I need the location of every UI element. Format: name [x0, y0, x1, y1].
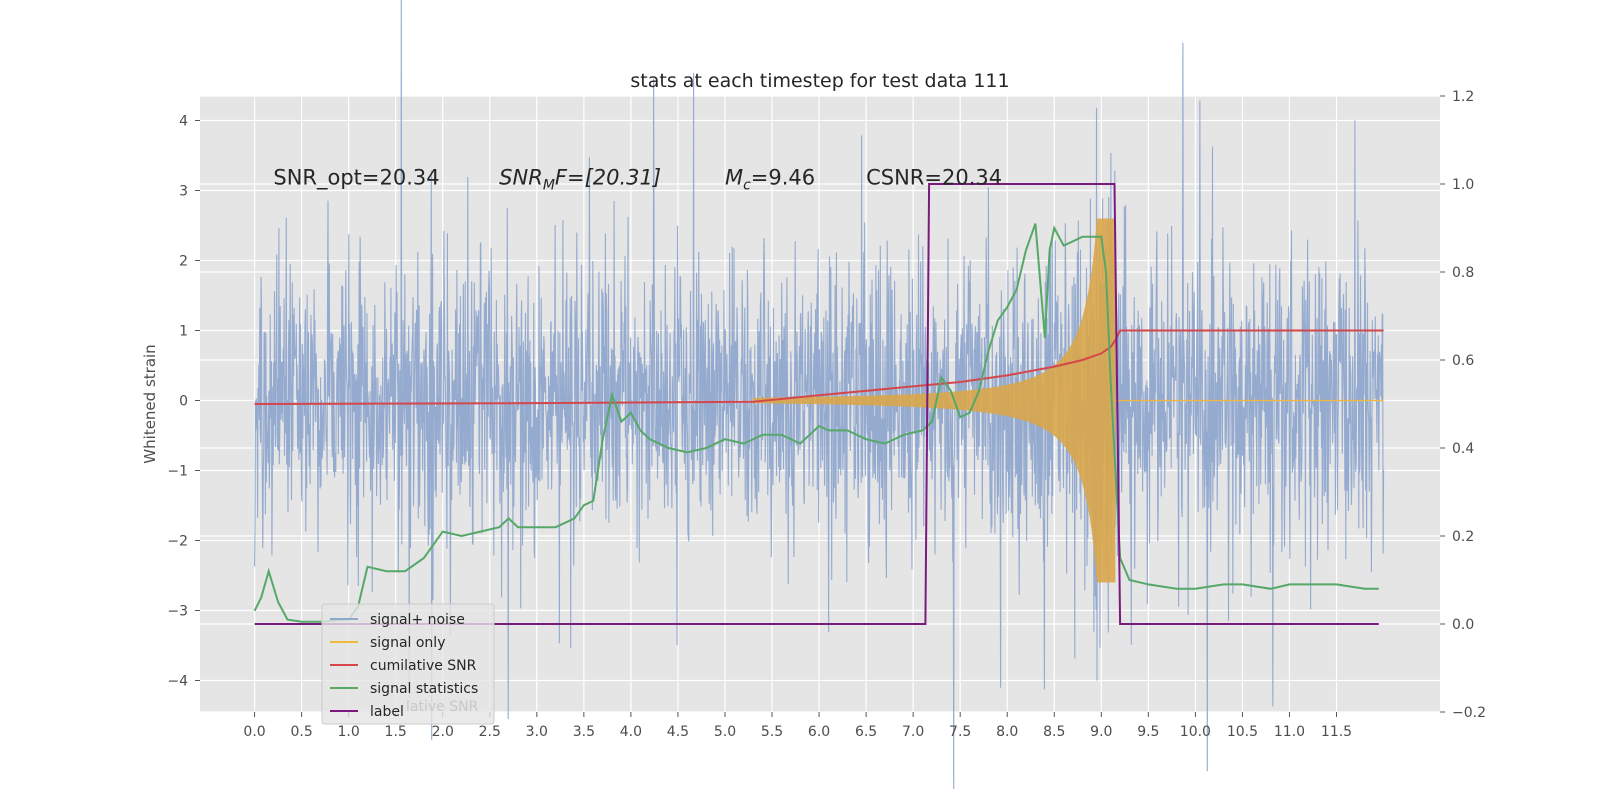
legend-label: label [370, 704, 404, 720]
annotation-snr-mf-tail: F=[20.31] [555, 166, 661, 190]
x-tick-label: 11.5 [1321, 724, 1352, 740]
annotation-mc-tail: =9.46 [751, 166, 815, 190]
y2-tick-label: 0.8 [1452, 265, 1474, 281]
x-tick-label: 2.0 [432, 724, 454, 740]
x-tick-label: 7.5 [949, 724, 971, 740]
series-layer [253, 0, 1385, 790]
y-tick-label: 2 [179, 254, 188, 270]
x-tick-label: 5.0 [714, 724, 736, 740]
series-label [254, 183, 1379, 625]
x-tick-label: 9.0 [1090, 724, 1112, 740]
x-tick-label: 11.0 [1274, 724, 1305, 740]
annotation-snr-opt: SNR_opt=20.34 [273, 166, 439, 191]
grid [200, 95, 1440, 713]
x-tick-label: 10.0 [1180, 724, 1211, 740]
x-tick-label: 2.5 [479, 724, 501, 740]
annotation-mc: Mc=9.46 [725, 166, 815, 194]
axes-layer: 0.0 0.5 1.0 1.5 2.0 2.5 3.0 3.5 4.0 4.5 5.0 5.5 6.0 6… [167, 89, 1486, 740]
x-tick-label: 7.0 [902, 724, 924, 740]
legend-label: signal statistics [370, 681, 478, 697]
y2-tick-label: 0.4 [1452, 441, 1474, 457]
x-tick-label: 0.5 [290, 724, 312, 740]
x-tick-label: 8.0 [996, 724, 1018, 740]
legend-entries: signal+ noise signal only cumilative SNR si… [330, 612, 478, 720]
x-tick-label: 6.5 [855, 724, 877, 740]
y2-tick-label: 0.6 [1452, 353, 1474, 369]
annotation-mc-main: M [725, 166, 743, 190]
x-tick-label: 3.5 [573, 724, 595, 740]
series-cumilative-snr [254, 329, 1384, 405]
x-tick-label: 6.0 [808, 724, 830, 740]
x-tick-label: 8.5 [1043, 724, 1065, 740]
y-tick-label: −3 [167, 604, 188, 620]
series-signal-statistics [253, 223, 1379, 623]
y2-tick-label: −0.2 [1452, 705, 1486, 721]
y-tick-label: −1 [167, 464, 188, 480]
legend-label: signal only [370, 635, 445, 651]
x-tick-label: 10.5 [1227, 724, 1258, 740]
annotation-snr-mf-sub: M [543, 178, 555, 194]
y-tick-label: 4 [179, 114, 188, 130]
annotation-layer: SNR_opt=20.34 SNRMF=[20.31] Mc=9.46 CSNR… [273, 166, 1002, 194]
annotation-mc-sub: c [743, 178, 751, 194]
y-axis-label: Whitened strain [141, 344, 159, 463]
y-tick-label: −2 [167, 534, 188, 550]
y2-tick-label: 0.0 [1452, 617, 1474, 633]
x-tick-label: 1.5 [385, 724, 407, 740]
chart-title: stats at each timestep for test data 111 [630, 70, 1009, 92]
y-tick-label: 0 [179, 394, 188, 410]
x-tick-label: 4.0 [620, 724, 642, 740]
series-signal-only-fill [753, 218, 1116, 583]
y-tick-label: 3 [179, 184, 188, 200]
y-tick-label: 1 [179, 324, 188, 340]
annotation-snr-mf: SNRMF=[20.31] [499, 166, 661, 194]
x-tick-label: 4.5 [667, 724, 689, 740]
legend-box [321, 603, 495, 725]
legend-overlap-text: lative SNR [406, 699, 479, 715]
x-tick-label: 0.0 [243, 724, 265, 740]
series-signal-noise [254, 0, 1385, 790]
annotation-snr-mf-main: SNR [499, 166, 543, 190]
legend-label: cumilative SNR [370, 658, 477, 674]
y-tick-label: −4 [167, 674, 188, 690]
y2-tick-label: 0.2 [1452, 529, 1474, 545]
x-tick-label: 1.0 [338, 724, 360, 740]
x-tick-label: 5.5 [761, 724, 783, 740]
x-tick-label: 3.0 [526, 724, 548, 740]
legend: lative SNR signal+ noise signal only cumil… [321, 603, 495, 725]
legend-label: signal+ noise [370, 612, 465, 628]
x-tick-label: 9.5 [1137, 724, 1159, 740]
y2-tick-label: 1.0 [1452, 177, 1474, 193]
y2-tick-label: 1.2 [1452, 89, 1474, 105]
annotation-csnr: CSNR=20.34 [866, 166, 1002, 190]
